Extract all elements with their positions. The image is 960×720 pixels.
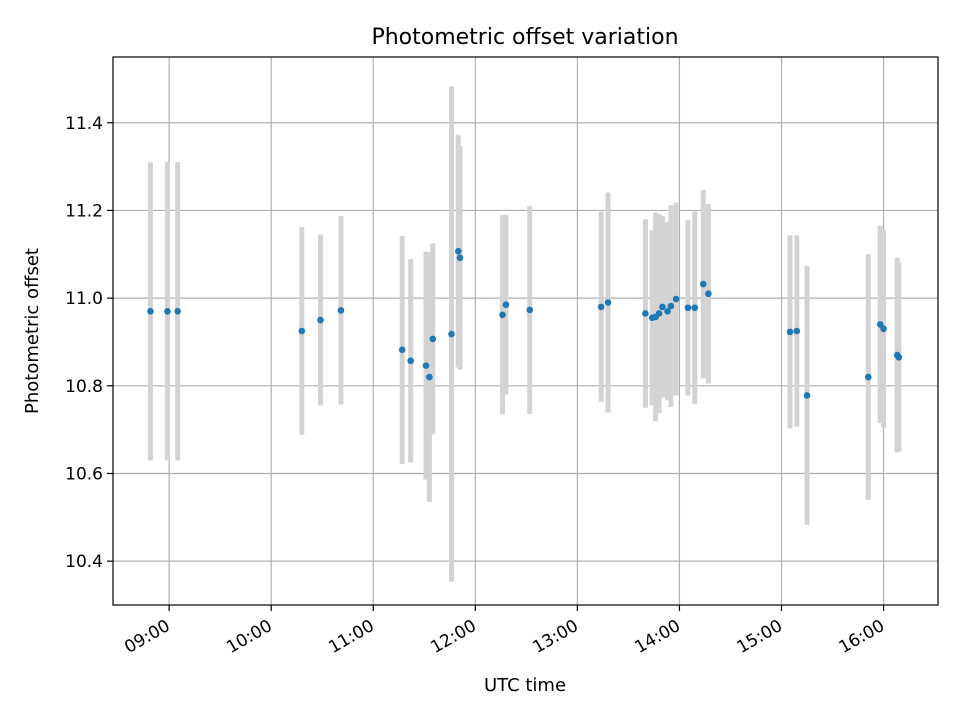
data-points	[147, 247, 903, 399]
data-point	[699, 280, 707, 288]
data-point	[426, 373, 433, 381]
data-point	[407, 357, 414, 365]
data-point	[705, 290, 712, 298]
data-point	[895, 354, 903, 361]
data-point	[526, 306, 534, 314]
y-tick-label: 10.4	[65, 552, 103, 572]
data-point	[793, 327, 801, 335]
data-point	[317, 316, 324, 324]
x-axis-label: UTC time	[484, 675, 566, 696]
data-point	[672, 295, 680, 303]
data-point	[499, 311, 506, 319]
data-point	[880, 325, 887, 333]
data-point	[456, 254, 464, 262]
data-point	[684, 304, 692, 312]
data-point	[691, 304, 699, 312]
data-point	[604, 299, 612, 306]
data-point	[667, 302, 675, 310]
data-point	[803, 392, 811, 399]
data-point	[147, 307, 154, 315]
y-tick-label: 11.0	[65, 289, 103, 309]
y-axis-label: Photometric offset	[22, 248, 43, 414]
data-point	[429, 335, 437, 343]
data-point	[422, 362, 430, 369]
y-tick-label: 10.8	[65, 377, 103, 397]
data-point	[597, 303, 605, 311]
data-point	[642, 310, 649, 317]
data-point	[664, 307, 671, 315]
data-point	[786, 328, 794, 336]
data-point	[298, 327, 306, 335]
plot-frame	[112, 56, 939, 606]
y-tick-label: 10.6	[65, 464, 103, 484]
y-tick-label: 11.4	[65, 114, 103, 134]
data-point	[398, 346, 406, 354]
grid	[113, 57, 938, 605]
data-point	[455, 247, 462, 255]
y-tick-label: 11.2	[65, 201, 103, 221]
data-point	[502, 301, 510, 308]
data-point	[659, 303, 666, 311]
data-point	[337, 307, 345, 314]
data-point	[164, 307, 171, 315]
data-point	[864, 373, 872, 381]
y-axis-ticks: 10.4 10.6 10.8 11.0 11.2 11.4	[65, 114, 113, 572]
data-point	[174, 307, 181, 315]
data-point	[448, 330, 455, 338]
chart-title: Photometric offset variation	[371, 25, 678, 50]
data-point	[655, 310, 663, 317]
